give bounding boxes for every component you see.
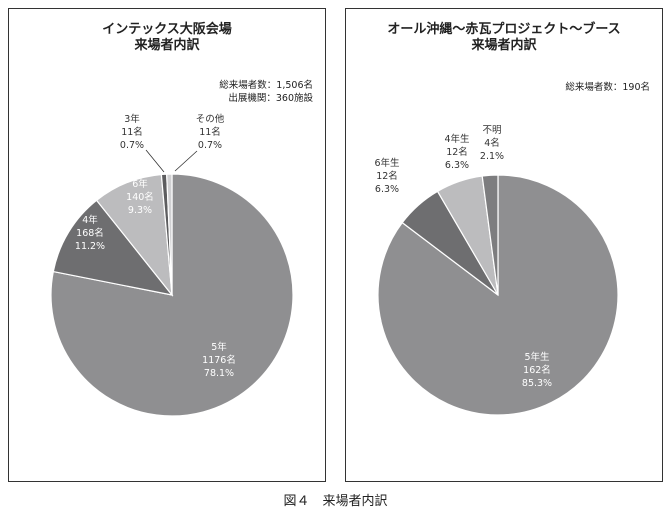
right-label-3: 不明 4名 2.1% (480, 125, 504, 162)
left-slice-1 (52, 199, 174, 296)
right-pie-chart: 5年生 162名 85.3% 6年生 12名 6.3% 4年生 12名 6.3% 不明 4名 2.1% (374, 125, 619, 416)
right-slice-3 (481, 174, 499, 296)
right-stats: 総来場者数：190名 (565, 81, 650, 94)
right-chart-panel: オール沖縄～赤瓦プロジェクト～ブース 来場者内訳 総来場者数：190名 5年生 1… (345, 8, 663, 482)
left-total-visitors: 総来場者数：1,506名 (219, 80, 313, 91)
left-slice-4 (166, 173, 173, 296)
right-title-line2: 来場者内訳 (471, 38, 537, 53)
left-title-line2: 来場者内訳 (134, 38, 200, 53)
left-stats: 総来場者数：1,506名 出展機関：360施設 (219, 79, 313, 105)
right-label-1: 6年生 12名 6.3% (374, 157, 400, 195)
left-label-2: 6年 140名 9.3% (126, 178, 154, 216)
figure-caption: 図４ 来場者内訳 (283, 494, 388, 509)
left-leader-3 (145, 149, 165, 173)
left-chart-panel: インテックス大阪会場 来場者内訳 総来場者数：1,506名 出展機関：360施設… (8, 8, 326, 482)
left-exhibitors: 出展機関：360施設 (228, 93, 313, 104)
right-label-2: 4年生 12名 6.3% (444, 133, 470, 171)
right-title-line1: オール沖縄～赤瓦プロジェクト～ブース (387, 22, 621, 37)
left-label-1: 4年 168名 11.2% (75, 214, 105, 252)
left-title-line1: インテックス大阪会場 (102, 22, 232, 37)
left-label-3: 3年 11名 0.7% (120, 113, 144, 151)
right-label-0: 5年生 162名 85.3% (522, 351, 552, 389)
left-chart-title: インテックス大阪会場 来場者内訳 (9, 22, 325, 54)
right-chart-title: オール沖縄～赤瓦プロジェクト～ブース 来場者内訳 (346, 22, 662, 54)
left-label-4: その他 11名 0.7% (196, 113, 225, 151)
right-total-visitors: 総来場者数：190名 (565, 82, 650, 93)
left-leader-4 (174, 150, 198, 172)
left-label-0: 5年 1176名 78.1% (202, 341, 236, 379)
left-pie-chart: 5年 1176名 78.1% 4年 168名 11.2% 6年 140名 9.3% 3年 11名 0.… (50, 113, 294, 417)
